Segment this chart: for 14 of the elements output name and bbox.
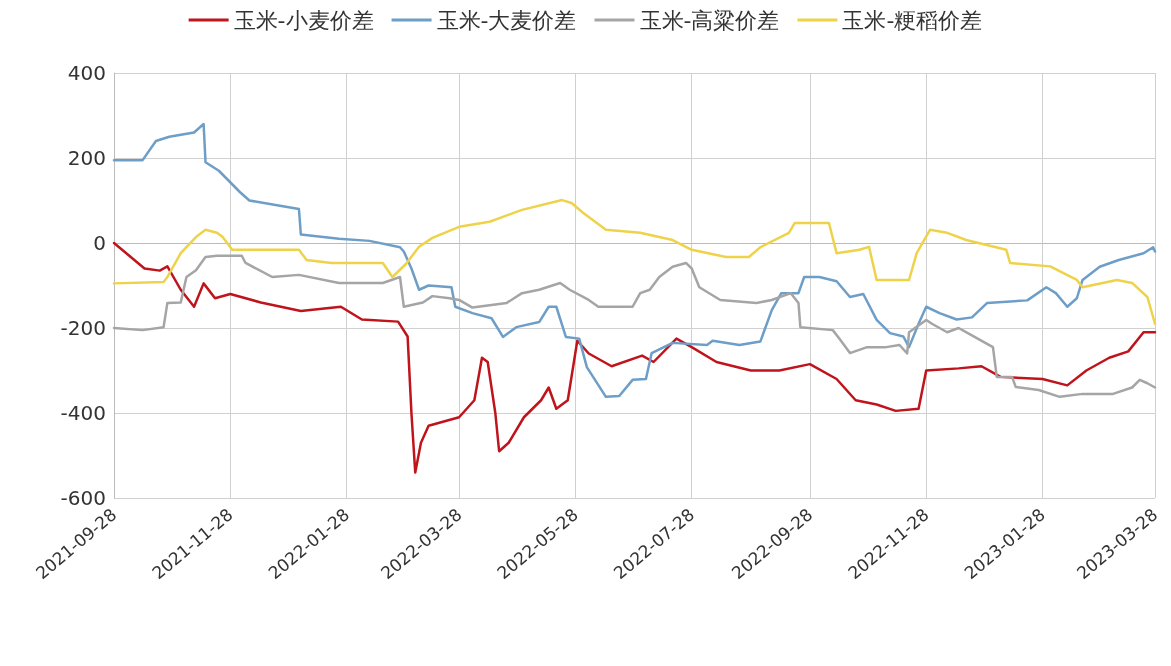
line-series	[112, 254, 1157, 399]
y-tick-label: -400	[60, 401, 106, 425]
line-series	[112, 241, 1157, 474]
legend-label: 玉米-小麦价差	[233, 7, 374, 33]
line-series	[112, 122, 1157, 399]
y-tick-label: -200	[60, 316, 106, 340]
legend-label: 玉米-大麦价差	[436, 7, 577, 33]
legend-label: 玉米-高粱价差	[639, 7, 780, 33]
y-tick-label: -600	[60, 486, 106, 510]
y-tick-label: 0	[93, 231, 106, 255]
y-tick-label: 400	[67, 61, 106, 85]
legend-label: 玉米-粳稻价差	[842, 7, 983, 33]
line-series	[112, 198, 1157, 325]
y-tick-label: 200	[67, 146, 106, 170]
